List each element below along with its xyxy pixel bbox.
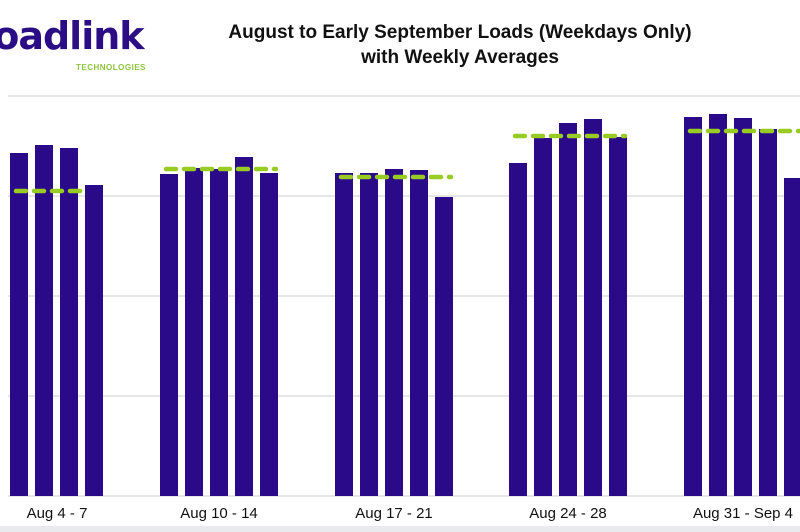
x-tick-label: Aug 4 - 7: [27, 505, 88, 522]
logo-wordmark: Loadlink: [0, 14, 145, 58]
bar: [410, 170, 428, 496]
bar: [85, 185, 103, 496]
bottom-strip: [0, 526, 800, 532]
bar: [534, 138, 552, 496]
bar: [584, 119, 602, 496]
bar: [385, 169, 403, 496]
bar: [709, 114, 727, 496]
logo-subtext: TECHNOLOGIES: [76, 63, 147, 72]
chart-subtitle: with Weekly Averages: [361, 47, 559, 68]
bar: [734, 118, 752, 496]
loadlink-logo: Loadlink TECHNOLOGIES: [0, 14, 160, 74]
x-tick-label: Aug 24 - 28: [529, 505, 607, 522]
bar: [60, 148, 78, 496]
bar: [235, 157, 253, 496]
bar: [160, 174, 178, 496]
bar: [609, 137, 627, 496]
bar: [784, 178, 800, 496]
bar: [509, 163, 527, 496]
bar: [35, 145, 53, 496]
bar: [210, 169, 228, 496]
bar: [10, 153, 28, 496]
bar: [559, 123, 577, 496]
chart-title-block: August to Early September Loads (Weekday…: [170, 20, 750, 70]
bar: [435, 197, 453, 496]
bar: [759, 129, 777, 496]
x-tick-label: Aug 17 - 21: [355, 505, 433, 522]
bar: [684, 117, 702, 496]
x-tick-label: Aug 31 - Sep 4: [693, 505, 793, 522]
bar: [360, 173, 378, 496]
bar: [185, 168, 203, 496]
x-tick-label: Aug 10 - 14: [180, 505, 258, 522]
bar: [335, 173, 353, 496]
chart-title: August to Early September Loads (Weekday…: [228, 22, 692, 43]
bar: [260, 173, 278, 496]
